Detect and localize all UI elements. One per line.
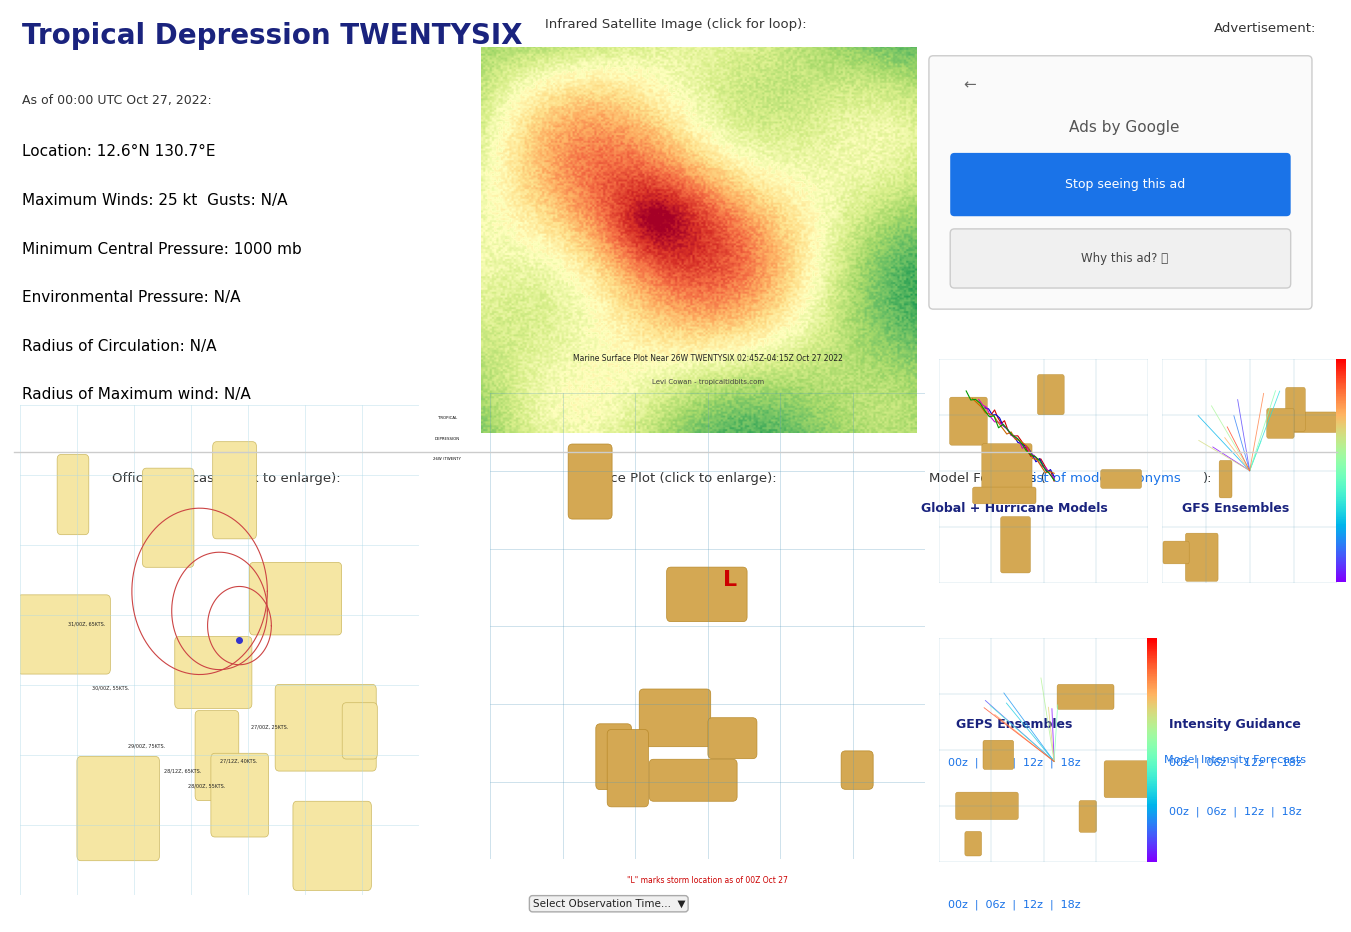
FancyBboxPatch shape: [1056, 684, 1115, 709]
FancyBboxPatch shape: [842, 751, 873, 789]
FancyBboxPatch shape: [57, 455, 89, 535]
FancyBboxPatch shape: [973, 487, 1036, 504]
FancyBboxPatch shape: [211, 753, 269, 837]
FancyBboxPatch shape: [708, 718, 757, 759]
Text: ←: ←: [963, 78, 975, 93]
Text: 30/00Z, 55KTS.: 30/00Z, 55KTS.: [92, 685, 130, 691]
Text: Select Observation Time...  ▼: Select Observation Time... ▼: [532, 898, 685, 909]
Text: 28/12Z, 65KTS.: 28/12Z, 65KTS.: [163, 768, 201, 774]
Text: Model Forecasts (: Model Forecasts (: [929, 473, 1046, 486]
FancyBboxPatch shape: [1293, 412, 1336, 432]
FancyBboxPatch shape: [18, 595, 111, 674]
Text: As of 00:00 UTC Oct 27, 2022:: As of 00:00 UTC Oct 27, 2022:: [22, 94, 212, 107]
FancyBboxPatch shape: [1104, 761, 1159, 798]
Text: Infrared Satellite Image (click for loop):: Infrared Satellite Image (click for loop…: [544, 18, 807, 31]
Text: Model Intensity Forecasts: Model Intensity Forecasts: [1165, 756, 1306, 765]
Text: 31/00Z, 65KTS.: 31/00Z, 65KTS.: [68, 622, 105, 626]
FancyBboxPatch shape: [650, 760, 738, 802]
FancyBboxPatch shape: [639, 689, 711, 747]
Text: Marine Surface Plot Near 26W TWENTYSIX 02:45Z-04:15Z Oct 27 2022: Marine Surface Plot Near 26W TWENTYSIX 0…: [573, 353, 843, 363]
Text: 00z  |  06z  |  12z  |  18z: 00z | 06z | 12z | 18z: [1169, 806, 1301, 817]
FancyBboxPatch shape: [1185, 533, 1219, 582]
Text: GEPS Ensembles: GEPS Ensembles: [957, 719, 1073, 732]
Text: 00z  |  06z  |  12z  |  18z: 00z | 06z | 12z | 18z: [1169, 758, 1301, 768]
Text: list of model acronyms: list of model acronyms: [1029, 473, 1181, 486]
Text: "L" marks storm location as of 00Z Oct 27: "L" marks storm location as of 00Z Oct 2…: [627, 875, 789, 884]
Text: Stop seeing this ad: Stop seeing this ad: [1065, 178, 1185, 191]
Text: 27/12Z, 40KTS.: 27/12Z, 40KTS.: [219, 759, 257, 763]
Text: 00z  |  06z  |  12z  |  18z: 00z | 06z | 12z | 18z: [948, 758, 1081, 768]
FancyBboxPatch shape: [982, 444, 1032, 495]
FancyBboxPatch shape: [950, 397, 988, 445]
Text: Advertisement:: Advertisement:: [1213, 22, 1316, 35]
FancyBboxPatch shape: [984, 740, 1013, 770]
FancyBboxPatch shape: [1101, 470, 1142, 488]
FancyBboxPatch shape: [950, 153, 1290, 216]
FancyBboxPatch shape: [929, 56, 1312, 309]
FancyBboxPatch shape: [174, 637, 251, 708]
FancyBboxPatch shape: [1219, 460, 1232, 498]
FancyBboxPatch shape: [293, 802, 372, 890]
FancyBboxPatch shape: [1001, 516, 1031, 573]
Text: Radius of Maximum wind: N/A: Radius of Maximum wind: N/A: [22, 388, 251, 403]
Text: Why this ad? ⓘ: Why this ad? ⓘ: [1081, 252, 1169, 265]
Text: TROPICAL: TROPICAL: [438, 416, 457, 419]
FancyBboxPatch shape: [666, 567, 747, 622]
Text: 27/00Z, 25KTS.: 27/00Z, 25KTS.: [251, 724, 289, 730]
Text: 28/00Z, 55KTS.: 28/00Z, 55KTS.: [188, 783, 224, 788]
Text: Radius of Circulation: N/A: Radius of Circulation: N/A: [22, 338, 216, 353]
FancyBboxPatch shape: [195, 710, 239, 801]
FancyBboxPatch shape: [965, 831, 982, 856]
Text: Maximum Winds: 25 kt  Gusts: N/A: Maximum Winds: 25 kt Gusts: N/A: [22, 193, 288, 208]
Text: Minimum Central Pressure: 1000 mb: Minimum Central Pressure: 1000 mb: [22, 241, 301, 256]
FancyBboxPatch shape: [596, 724, 631, 789]
Text: 26W (TWENTY: 26W (TWENTY: [434, 458, 461, 461]
FancyBboxPatch shape: [1038, 375, 1065, 415]
FancyBboxPatch shape: [1286, 388, 1305, 432]
Text: 00z  |  06z  |  12z  |  18z: 00z | 06z | 12z | 18z: [948, 899, 1081, 910]
Text: Tropical Depression TWENTYSIX: Tropical Depression TWENTYSIX: [22, 22, 523, 50]
Text: ):: ):: [1204, 473, 1213, 486]
Text: Levi Cowan - tropicaltidbits.com: Levi Cowan - tropicaltidbits.com: [653, 379, 763, 385]
Text: Himawari-8 Channel 13 (IR) Brightness Temperature (°C) at 03:50Z Oct 27, 2022: Himawari-8 Channel 13 (IR) Brightness Te…: [493, 405, 858, 415]
FancyBboxPatch shape: [607, 730, 648, 807]
Text: Environmental Pressure: N/A: Environmental Pressure: N/A: [22, 290, 240, 305]
FancyBboxPatch shape: [276, 684, 376, 771]
Text: GFS Ensembles: GFS Ensembles: [1182, 502, 1289, 515]
FancyBboxPatch shape: [955, 792, 1019, 819]
FancyBboxPatch shape: [250, 562, 342, 635]
Text: Ads by Google: Ads by Google: [1070, 120, 1179, 135]
Text: Official Forecast (click to enlarge):: Official Forecast (click to enlarge):: [112, 473, 340, 486]
FancyBboxPatch shape: [569, 444, 612, 519]
Text: Location: 12.6°N 130.7°E: Location: 12.6°N 130.7°E: [22, 144, 216, 159]
FancyBboxPatch shape: [1267, 408, 1294, 438]
Text: L: L: [723, 569, 736, 590]
Text: Surface Plot (click to enlarge):: Surface Plot (click to enlarge):: [574, 473, 777, 486]
FancyBboxPatch shape: [1163, 541, 1189, 564]
FancyBboxPatch shape: [142, 468, 195, 568]
FancyBboxPatch shape: [77, 757, 159, 861]
Text: 29/00Z, 75KTS.: 29/00Z, 75KTS.: [128, 744, 165, 749]
Text: Global + Hurricane Models: Global + Hurricane Models: [920, 502, 1108, 515]
FancyBboxPatch shape: [950, 229, 1290, 288]
Text: Intensity Guidance: Intensity Guidance: [1170, 719, 1301, 732]
FancyBboxPatch shape: [212, 442, 257, 539]
Text: DEPRESSION: DEPRESSION: [435, 436, 459, 441]
FancyBboxPatch shape: [342, 703, 377, 759]
FancyBboxPatch shape: [1079, 801, 1097, 832]
